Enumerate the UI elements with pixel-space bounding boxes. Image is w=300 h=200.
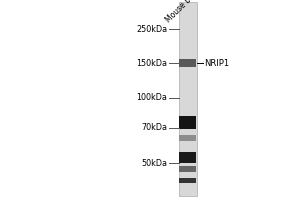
Bar [179, 152, 196, 162]
Text: 150kDa: 150kDa [136, 58, 167, 68]
Text: 70kDa: 70kDa [141, 123, 167, 132]
Bar [179, 178, 196, 182]
Bar [179, 135, 196, 141]
Text: NRIP1: NRIP1 [204, 58, 229, 68]
Text: 250kDa: 250kDa [136, 24, 167, 33]
Bar [179, 115, 196, 128]
Text: Mouse brain: Mouse brain [164, 0, 204, 25]
Bar [179, 59, 196, 67]
Bar [178, 2, 196, 196]
Bar [179, 166, 196, 172]
Text: 100kDa: 100kDa [136, 94, 167, 102]
Text: 50kDa: 50kDa [141, 158, 167, 168]
